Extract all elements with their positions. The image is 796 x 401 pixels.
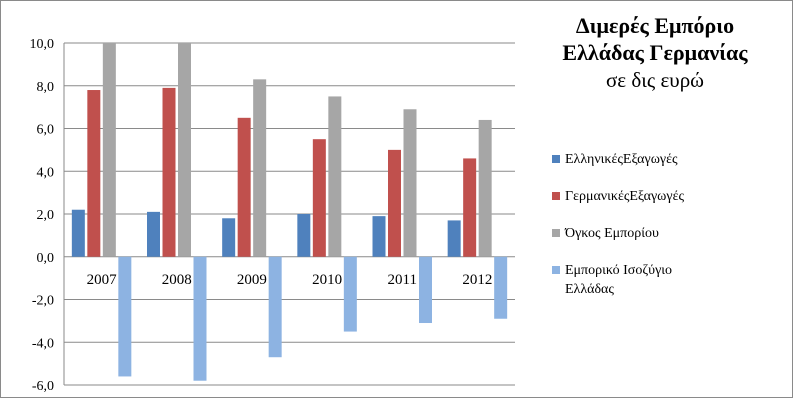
bar [403, 109, 417, 257]
bar [87, 90, 101, 257]
x-tick-label: 2011 [388, 272, 417, 288]
bar [478, 119, 492, 257]
y-tick-label: 0,0 [37, 251, 55, 266]
legend-swatch [552, 266, 560, 274]
y-tick-label: -6,0 [32, 379, 54, 394]
chart-title-line-2: Ελλάδας Γερμανίας [562, 40, 748, 65]
bar [178, 43, 191, 257]
legend-item-german-exports: ΓερμανικέςΕξαγωγές [552, 187, 782, 206]
bar [193, 256, 207, 381]
y-tick-label: 4,0 [37, 165, 55, 180]
bar [494, 256, 508, 319]
legend-swatch [552, 229, 560, 237]
legend-label: ΕλληνικέςΕξαγωγές [565, 152, 678, 167]
x-tick-label: 2007 [87, 272, 118, 288]
bar [328, 96, 342, 257]
chart-title-line-1: Διμερές Εμπόριο [575, 13, 735, 38]
bar [71, 209, 85, 257]
legend-swatch [552, 192, 560, 200]
y-tick-label: 8,0 [37, 80, 55, 95]
bar [343, 256, 357, 332]
legend: ΕλληνικέςΕξαγωγές ΓερμανικέςΕξαγωγές Όγκ… [552, 150, 782, 317]
y-tick-label: -2,0 [32, 294, 54, 309]
bar [253, 79, 267, 257]
y-tick-label: -4,0 [32, 336, 54, 351]
y-tick-label: 10,0 [30, 37, 55, 52]
legend-item-greek-exports: ΕλληνικέςΕξαγωγές [552, 150, 782, 169]
bar [372, 216, 386, 257]
bar [463, 158, 477, 257]
bar [297, 214, 311, 257]
bar [419, 256, 432, 324]
gridlines [63, 42, 515, 386]
chart-title: Διμερές Εμπόριο Ελλάδας Γερμανίας σε δις… [530, 12, 780, 94]
bar [268, 256, 282, 358]
x-tick-label: 2010 [312, 272, 342, 288]
chart-subtitle: σε δις ευρώ [605, 68, 705, 92]
legend-item-trade-balance: Εμπορικό Ισοζύγιο Ελλάδας [552, 261, 675, 299]
legend-label: Όγκος Εμπορίου [565, 226, 659, 241]
x-tick-label: 2008 [162, 272, 192, 288]
bar [147, 211, 160, 257]
bar [118, 256, 132, 377]
legend-item-trade-volume: Όγκος Εμπορίου [552, 224, 782, 243]
bars [71, 43, 508, 381]
bar [312, 139, 326, 257]
bar [237, 117, 251, 257]
y-axis-ticks: 10,0 8,0 6,0 4,0 2,0 0,0 -2,0 -4,0 -6,0 [30, 37, 55, 394]
bar [102, 43, 116, 257]
bar [447, 220, 461, 257]
y-tick-label: 2,0 [37, 208, 55, 223]
y-tick-label: 6,0 [37, 123, 55, 138]
x-tick-label: 2009 [237, 272, 267, 288]
legend-label: Εμπορικό Ισοζύγιο Ελλάδας [565, 263, 673, 297]
bar [222, 218, 236, 257]
x-axis-labels: 2007 2008 2009 2010 2011 2012 [87, 272, 493, 288]
legend-swatch [552, 155, 560, 163]
x-tick-label: 2012 [462, 272, 492, 288]
bar [162, 87, 176, 257]
legend-label: ΓερμανικέςΕξαγωγές [565, 189, 684, 204]
bar [388, 149, 401, 257]
